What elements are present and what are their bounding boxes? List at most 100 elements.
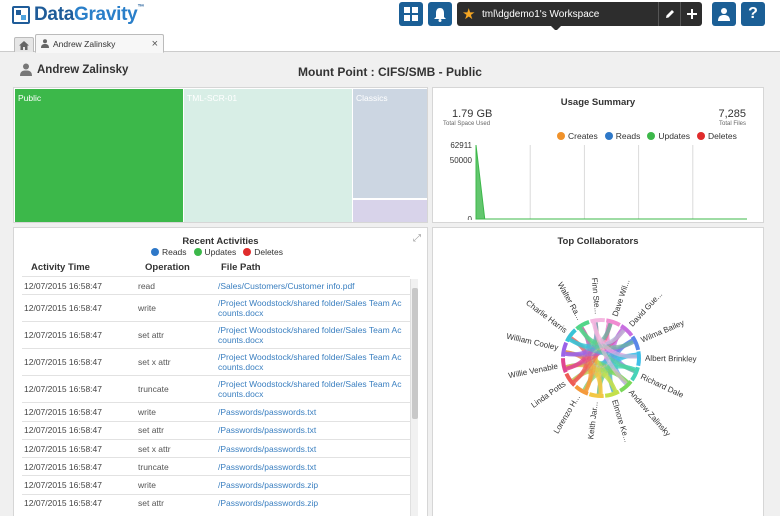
table-row[interactable]: 12/07/2015 16:58:47 set attr/Passwords/pa… [22,420,410,439]
collaboration-chord [591,322,628,386]
table-row[interactable]: 12/07/2015 16:58:47 set attr/Project Wood… [22,321,410,348]
collaborator-arc[interactable] [620,324,634,337]
activities-scrollbar[interactable] [410,279,418,516]
collaborator-label[interactable]: Finn Ste... [590,277,602,314]
file-path-link[interactable]: /Project Woodstock/shared folder/Sales T… [218,325,402,346]
treemap-block[interactable] [353,200,427,222]
table-row[interactable]: 12/07/2015 16:58:47 write/Passwords/passw… [22,402,410,420]
collaborator-arc[interactable] [604,389,620,398]
legend-dot-icon [243,248,252,256]
file-path-link[interactable]: /Passwords/passwords.zip [218,498,319,509]
scrollbar-thumb[interactable] [412,288,418,419]
table-row[interactable]: 12/07/2015 16:58:47 write/Passwords/passw… [22,475,410,493]
collaborator-label[interactable]: Albert Brinkley [645,354,697,364]
user-profile-button[interactable] [712,2,736,26]
add-workspace-button[interactable] [680,2,702,26]
activity-time-cell: 12/07/2015 16:58:47 [24,303,102,314]
collaborator-arc[interactable] [564,372,576,387]
table-row[interactable]: 12/07/2015 16:58:47 read/Sales/Customers/… [22,276,410,294]
treemap-label: TML-SCR-01 [187,93,238,103]
table-row[interactable]: 12/07/2015 16:58:47 truncate/Passwords/pa… [22,457,410,475]
legend-item[interactable]: Deletes [243,247,283,257]
legend-item[interactable]: Deletes [697,131,737,141]
recent-activities-panel: ⤢ Recent Activities Reads Updates Deletes … [13,227,428,516]
table-row[interactable]: 12/07/2015 16:58:47 set x attr/Passwords/… [22,438,410,457]
collaborator-label[interactable]: Elmore Ke... [610,399,632,444]
activity-time-cell: 12/07/2015 16:58:47 [24,443,102,454]
collaborator-arc[interactable] [630,366,640,382]
column-header-operation[interactable]: Operation [145,262,190,273]
collaborator-label[interactable]: Charlie Harris [524,298,569,335]
collaborator-arc[interactable] [574,384,589,396]
collaborator-label[interactable]: Andrew Zalinsky [627,388,672,438]
user-icon [718,8,730,21]
file-path-link[interactable]: /Project Woodstock/shared folder/Sales T… [218,352,402,373]
collaborator-label[interactable]: Lorenzo H... [552,393,582,435]
operation-cell: write [138,406,156,417]
table-row[interactable]: 12/07/2015 16:58:47 write/Project Woodsto… [22,294,410,321]
column-header-time[interactable]: Activity Time [31,262,90,273]
collaborator-arc[interactable] [575,320,590,331]
collaborator-label[interactable]: William Cooley [506,332,560,353]
column-header-path[interactable]: File Path [221,262,261,273]
table-row[interactable]: 12/07/2015 16:58:47 set x attr/Project Wo… [22,348,410,375]
tab-label: Andrew Zalinsky [53,38,116,49]
legend-label: Reads [615,131,641,141]
treemap-block[interactable]: Public [15,89,183,222]
file-path-link[interactable]: /Passwords/passwords.txt [218,461,317,472]
legend-label: Updates [204,247,237,257]
workspace-label[interactable]: tml\dgdemo1's Workspace [482,8,600,20]
workspace-caret-icon [551,26,561,31]
collaborator-label[interactable]: David Gue... [627,290,664,329]
profile-header: Andrew Zalinsky [20,63,128,76]
collaborator-label[interactable]: Richard Dale [639,372,685,400]
activity-time-cell: 12/07/2015 16:58:47 [24,498,102,509]
collaborator-arc[interactable] [589,318,605,324]
collaborator-label[interactable]: Willie Venable [508,362,560,381]
legend-item[interactable]: Creates [557,131,598,141]
file-path-link[interactable]: /Sales/Customers/Customer info.pdf [218,280,355,291]
notifications-button[interactable] [428,2,452,26]
table-row[interactable]: 12/07/2015 16:58:47 set attr/Passwords/pa… [22,493,410,512]
collaborator-arc[interactable] [565,328,577,343]
profile-name: Andrew Zalinsky [37,63,129,76]
file-path-link[interactable]: /Passwords/passwords.txt [218,443,317,454]
file-path-link[interactable]: /Project Woodstock/shared folder/Sales T… [218,379,402,400]
close-tab-icon[interactable]: × [151,37,158,50]
file-path-link[interactable]: /Passwords/passwords.txt [218,425,317,436]
tab-home[interactable] [14,37,34,52]
file-path-link[interactable]: /Passwords/passwords.txt [218,406,317,417]
collaborator-arc[interactable] [606,318,621,327]
collaborator-arc[interactable] [619,380,633,393]
collaborator-arc[interactable] [630,335,641,351]
file-path-link[interactable]: /Project Woodstock/shared folder/Sales T… [218,298,402,319]
expand-icon[interactable]: ⤢ [413,233,421,244]
usage-legend: Creates Reads Updates Deletes [557,131,744,141]
legend-item[interactable]: Reads [604,131,641,141]
datagravity-logo[interactable]: DataGravity™ [12,4,144,26]
collaborator-label[interactable]: Walter Ra... [556,281,584,322]
dashboard-button[interactable] [399,2,423,26]
star-icon[interactable]: ★ [462,6,476,23]
collaborator-arc[interactable] [636,351,641,367]
collaborator-label[interactable]: Linda Potts [529,379,567,409]
legend-item[interactable]: Updates [193,247,237,257]
help-button[interactable]: ? [741,2,765,26]
workspace-selector[interactable]: ★ tml\dgdemo1's Workspace [457,2,702,26]
collaborator-label[interactable]: Dave Wil... [611,278,632,318]
collaborator-arc[interactable] [561,358,568,373]
legend-dot-icon [604,132,613,140]
collaborator-label[interactable]: Keith Jar... [586,401,599,440]
collaborator-label[interactable]: Wilma Bailey [640,318,686,344]
treemap-block[interactable]: TML-SCR-01 [184,89,352,222]
user-icon [41,39,49,48]
table-row[interactable]: 12/07/2015 16:58:47 truncate/Project Wood… [22,375,410,402]
treemap-block[interactable]: Classics [353,89,427,198]
legend-item[interactable]: Reads [150,247,187,257]
legend-item[interactable]: Updates [647,131,690,141]
collaborator-arc[interactable] [561,341,569,357]
file-path-link[interactable]: /Passwords/passwords.zip [218,480,319,491]
edit-workspace-button[interactable] [658,2,680,26]
collaborator-arc[interactable] [588,392,604,398]
tab-user-profile[interactable]: Andrew Zalinsky × [35,34,164,53]
